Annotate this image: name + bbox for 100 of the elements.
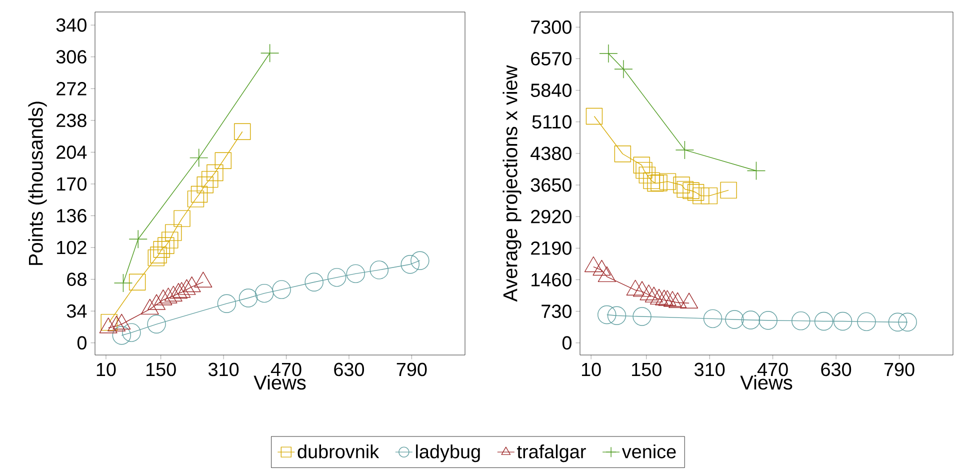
point bbox=[370, 260, 389, 280]
point bbox=[190, 186, 208, 203]
legend-label: trafalgar bbox=[517, 444, 586, 462]
point bbox=[147, 314, 166, 334]
x-tick-label: 310 bbox=[694, 362, 725, 376]
point bbox=[158, 237, 174, 254]
point bbox=[162, 232, 178, 248]
y-tick-label: 102 bbox=[57, 240, 86, 254]
point bbox=[607, 306, 626, 325]
y-axis-title: Points (thousands) bbox=[28, 102, 47, 265]
point bbox=[304, 272, 324, 292]
x-tick-label: 150 bbox=[632, 362, 662, 376]
y-tick-label: 2190 bbox=[531, 241, 572, 255]
point bbox=[187, 190, 204, 208]
point bbox=[659, 173, 676, 190]
point bbox=[598, 305, 616, 324]
point bbox=[700, 187, 718, 204]
point bbox=[703, 309, 722, 328]
point bbox=[758, 311, 778, 330]
point bbox=[647, 174, 664, 192]
point bbox=[153, 241, 170, 258]
y-tick-label: 306 bbox=[56, 50, 86, 64]
y-tick-label: 3650 bbox=[530, 178, 572, 192]
point bbox=[128, 274, 146, 290]
y-tick-label: 136 bbox=[57, 209, 86, 222]
point bbox=[857, 312, 876, 332]
y-tick-label: 1460 bbox=[532, 273, 572, 286]
point bbox=[400, 254, 420, 274]
point bbox=[260, 44, 280, 62]
point bbox=[643, 172, 660, 190]
point bbox=[238, 288, 258, 308]
y-tick-label: 5840 bbox=[530, 84, 572, 97]
point bbox=[833, 312, 852, 331]
point bbox=[814, 312, 834, 331]
point bbox=[675, 140, 694, 160]
point bbox=[720, 182, 737, 199]
point bbox=[586, 108, 603, 125]
x-tick-label: 10 bbox=[582, 362, 601, 376]
point bbox=[633, 156, 650, 174]
point bbox=[148, 249, 164, 266]
x-tick-label: 790 bbox=[884, 362, 914, 376]
point bbox=[327, 268, 346, 287]
point bbox=[692, 187, 710, 204]
y-tick-label: 68 bbox=[67, 272, 86, 286]
point bbox=[638, 166, 656, 184]
y-tick-label: 7300 bbox=[531, 20, 572, 34]
y-tick-label: 6570 bbox=[531, 52, 572, 66]
x-tick-label: 150 bbox=[146, 362, 176, 376]
y-tick-label: 272 bbox=[56, 82, 86, 96]
point bbox=[112, 326, 131, 345]
y-tick-label: 340 bbox=[56, 18, 86, 32]
point bbox=[676, 180, 694, 198]
point bbox=[254, 284, 274, 303]
point bbox=[614, 60, 633, 78]
y-tick-label: 204 bbox=[56, 145, 87, 159]
point bbox=[190, 148, 208, 168]
point bbox=[741, 310, 760, 330]
y-tick-label: 2920 bbox=[531, 210, 572, 224]
x-axis-title: Views bbox=[740, 375, 792, 390]
y-tick-label: 730 bbox=[542, 304, 572, 318]
point bbox=[673, 176, 690, 194]
point bbox=[746, 161, 766, 180]
point bbox=[217, 294, 236, 313]
legend-label: dubrovnik bbox=[298, 444, 380, 458]
y-tick-label: 0 bbox=[77, 336, 86, 350]
x-tick-label: 630 bbox=[821, 362, 852, 376]
point bbox=[174, 210, 190, 227]
y-tick-label: 170 bbox=[57, 177, 86, 191]
point bbox=[128, 230, 148, 248]
y-tick-label: 4380 bbox=[530, 146, 572, 160]
point bbox=[234, 123, 251, 140]
point bbox=[725, 310, 744, 329]
legend-label: ladybug bbox=[416, 444, 480, 462]
point bbox=[150, 246, 167, 264]
point bbox=[410, 251, 430, 270]
point bbox=[196, 176, 214, 194]
point bbox=[792, 311, 810, 330]
point bbox=[214, 152, 232, 169]
point bbox=[100, 314, 118, 331]
x-tick-label: 470 bbox=[270, 362, 302, 376]
point bbox=[636, 162, 652, 179]
y-axis-title: Average projections x view bbox=[502, 65, 522, 302]
point bbox=[632, 307, 652, 326]
x-tick-label: 470 bbox=[757, 362, 788, 376]
point bbox=[201, 170, 218, 188]
x-tick-label: 10 bbox=[96, 362, 116, 376]
point bbox=[114, 274, 133, 292]
point bbox=[614, 146, 632, 162]
point bbox=[682, 182, 700, 199]
y-tick-label: 238 bbox=[56, 114, 86, 128]
y-tick-label: 5110 bbox=[532, 115, 572, 129]
point bbox=[206, 164, 224, 182]
y-tick-label: 34 bbox=[66, 304, 87, 318]
y-tick-label: 0 bbox=[562, 336, 572, 350]
point bbox=[346, 264, 365, 284]
point bbox=[599, 44, 618, 63]
x-tick-label: 790 bbox=[396, 362, 427, 376]
x-tick-label: 630 bbox=[334, 362, 364, 376]
point bbox=[122, 323, 141, 342]
legend-label: venice bbox=[622, 444, 676, 458]
